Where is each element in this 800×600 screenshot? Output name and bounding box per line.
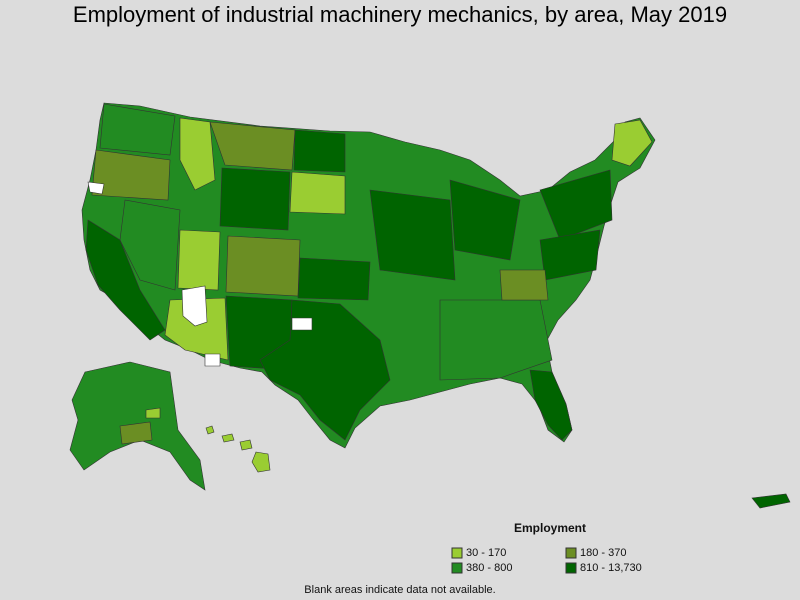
hawaii-island-2	[221, 433, 235, 443]
region-idaho-light	[179, 117, 216, 191]
alaska	[69, 361, 206, 491]
region-texas	[259, 299, 391, 441]
legend-label-380-800: 380 - 800	[466, 562, 513, 574]
contiguous-us	[81, 102, 656, 449]
hawaii	[205, 425, 271, 473]
region-mid-atlantic	[539, 229, 601, 281]
region-kansas	[297, 257, 371, 301]
puerto-rico	[751, 493, 791, 509]
no-data-area-texas	[291, 317, 313, 331]
region-south-dakota-light	[289, 171, 346, 215]
footnote: Blank areas indicate data not available.	[304, 584, 496, 596]
puerto-rico-shape	[751, 493, 791, 509]
no-data-area-arizona	[204, 353, 221, 367]
hawaii-island-big	[251, 451, 271, 473]
region-appalachia-olive	[499, 269, 549, 301]
legend-label-30-170: 30 - 170	[466, 547, 507, 559]
region-montana	[209, 121, 296, 171]
region-nevada	[119, 199, 181, 291]
region-florida	[529, 369, 573, 441]
region-north-dakota	[293, 129, 346, 173]
legend-swatch-380-800	[451, 562, 463, 574]
region-great-lakes	[449, 179, 521, 261]
region-california	[85, 219, 166, 341]
region-wyoming	[219, 167, 291, 231]
hawaii-island-3	[239, 439, 253, 451]
legend-label-180-370: 180 - 370	[580, 547, 627, 559]
alaska-light-patch	[145, 407, 161, 419]
region-utah-light	[177, 229, 221, 291]
legend-swatch-810-13730	[565, 562, 577, 574]
legend-swatch-180-370	[565, 547, 577, 559]
legend-swatch-30-170	[451, 547, 463, 559]
region-oregon	[91, 149, 171, 201]
legend-swatches	[451, 547, 577, 574]
alaska-southwest-olive	[119, 421, 153, 445]
legend-title: Employment	[514, 521, 587, 535]
region-midwest	[369, 189, 456, 281]
region-maine-light	[611, 119, 653, 167]
region-colorado	[225, 235, 301, 297]
no-data-area-nevada	[181, 285, 208, 327]
region-northeast	[539, 169, 613, 241]
no-data-area-oregon	[87, 181, 105, 195]
map-title: Employment of industrial machinery mecha…	[72, 2, 728, 27]
legend-label-810-13730: 810 - 13,730	[580, 562, 642, 574]
region-washington	[99, 103, 176, 156]
hawaii-island-1	[205, 425, 215, 435]
